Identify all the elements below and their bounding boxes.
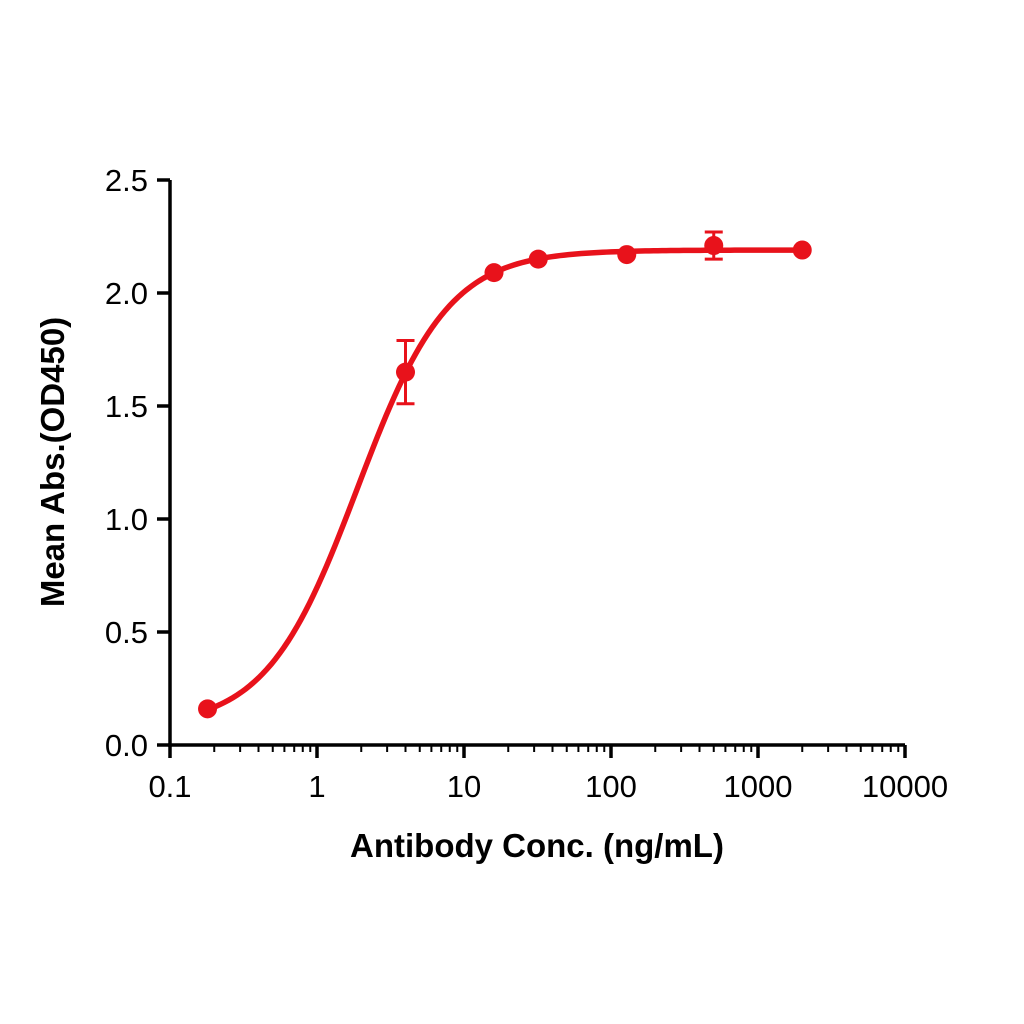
x-tick-label: 10000 <box>862 769 948 804</box>
data-point <box>792 240 812 260</box>
data-series <box>198 230 812 719</box>
data-point <box>617 245 637 265</box>
y-tick-label: 2.0 <box>105 276 148 311</box>
y-tick-label: 0.0 <box>105 728 148 763</box>
y-tick-label: 2.5 <box>105 163 148 198</box>
y-axis-title: Mean Abs.(OD450) <box>34 317 71 607</box>
data-point <box>198 699 218 719</box>
x-tick-label: 1 <box>308 769 325 804</box>
data-point <box>484 263 504 283</box>
fit-curve <box>204 247 805 713</box>
data-point <box>528 249 548 269</box>
x-tick-label: 0.1 <box>148 769 191 804</box>
y-tick-label: 1.5 <box>105 389 148 424</box>
x-tick-label: 10 <box>447 769 481 804</box>
x-tick-label: 1000 <box>724 769 793 804</box>
y-tick-label: 1.0 <box>105 502 148 537</box>
data-point <box>396 362 416 382</box>
y-tick-label: 0.5 <box>105 615 148 650</box>
x-axis-title: Antibody Conc. (ng/mL) <box>350 827 724 864</box>
axes: 0.0 0.5 1.0 1.5 2.0 2.5 0.1 1 10 100 1000 10000 <box>105 163 948 804</box>
x-tick-label: 100 <box>585 769 637 804</box>
data-point <box>704 236 724 256</box>
